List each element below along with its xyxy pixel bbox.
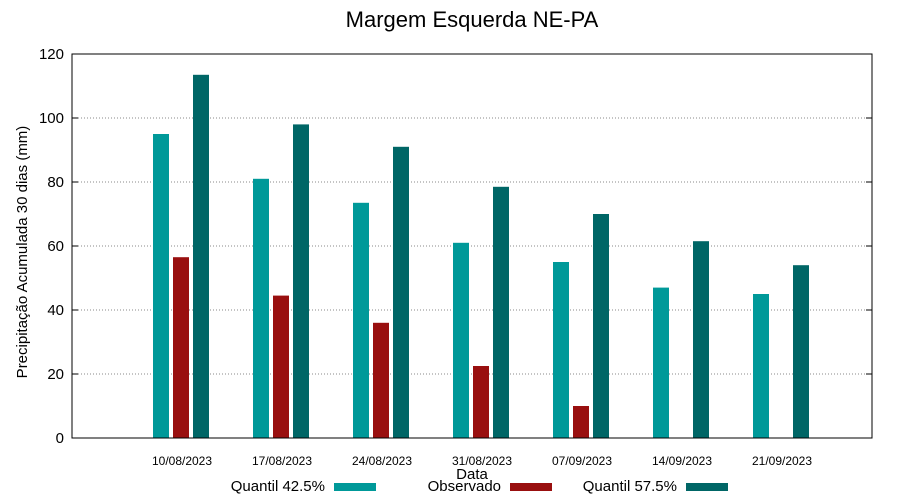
x-tick-label: 10/08/2023 bbox=[152, 454, 212, 468]
legend-swatch bbox=[334, 483, 376, 491]
bars bbox=[153, 74, 809, 439]
x-tick-label: 21/09/2023 bbox=[752, 454, 812, 468]
bar-quantil-42-5--4 bbox=[553, 262, 569, 438]
bar-quantil-57-5--1 bbox=[293, 124, 309, 439]
bar-quantil-57-5--3 bbox=[493, 186, 509, 438]
bar-quantil-42-5--6 bbox=[753, 294, 769, 438]
bar-quantil-42-5--2 bbox=[353, 202, 369, 438]
y-tick-label: 20 bbox=[47, 366, 64, 383]
legend-label: Observado bbox=[428, 478, 501, 495]
bar-observado-3 bbox=[473, 366, 489, 438]
bar-quantil-57-5--2 bbox=[393, 146, 409, 439]
legend: Quantil 42.5% Observado Quantil 57.5% bbox=[231, 478, 728, 495]
legend-swatch bbox=[510, 483, 552, 491]
bar-observado-0 bbox=[173, 257, 189, 438]
y-tick-label: 60 bbox=[47, 238, 64, 255]
bar-quantil-57-5--5 bbox=[693, 241, 709, 438]
grid-lines bbox=[72, 117, 872, 375]
legend-label: Quantil 42.5% bbox=[231, 478, 325, 495]
y-tick-label: 0 bbox=[56, 430, 64, 447]
bar-quantil-57-5--4 bbox=[593, 214, 609, 438]
bar-quantil-42-5--0 bbox=[153, 134, 169, 438]
y-tick-label: 120 bbox=[39, 46, 64, 63]
bar-observado-2 bbox=[373, 322, 389, 438]
y-tick-label: 100 bbox=[39, 110, 64, 127]
y-axis-label: Precipitação Acumulada 30 dias (mm) bbox=[14, 126, 31, 379]
x-tick-label: 31/08/2023 bbox=[452, 454, 512, 468]
y-tick-label: 80 bbox=[47, 174, 64, 191]
legend-label: Quantil 57.5% bbox=[583, 478, 677, 495]
y-axis-ticks: 0 20 40 60 80 100 120 bbox=[39, 46, 872, 447]
x-tick-label: 24/08/2023 bbox=[352, 454, 412, 468]
bar-quantil-57-5--0 bbox=[193, 74, 209, 439]
bar-observado-1 bbox=[273, 295, 289, 438]
bar-observado-4 bbox=[573, 406, 589, 438]
x-axis-label: Data bbox=[456, 466, 488, 483]
x-tick-label: 07/09/2023 bbox=[552, 454, 612, 468]
x-tick-label: 14/09/2023 bbox=[652, 454, 712, 468]
legend-swatch bbox=[686, 483, 728, 491]
bar-quantil-42-5--1 bbox=[253, 178, 269, 439]
bar-quantil-42-5--3 bbox=[453, 242, 469, 438]
x-tick-label: 17/08/2023 bbox=[252, 454, 312, 468]
y-tick-label: 40 bbox=[47, 302, 64, 319]
bar-quantil-42-5--5 bbox=[653, 287, 669, 438]
chart-title: Margem Esquerda NE-PA bbox=[346, 7, 599, 32]
x-axis-ticks: 10/08/2023 17/08/2023 24/08/2023 31/08/2023… bbox=[152, 454, 812, 468]
bar-quantil-57-5--6 bbox=[793, 265, 809, 438]
